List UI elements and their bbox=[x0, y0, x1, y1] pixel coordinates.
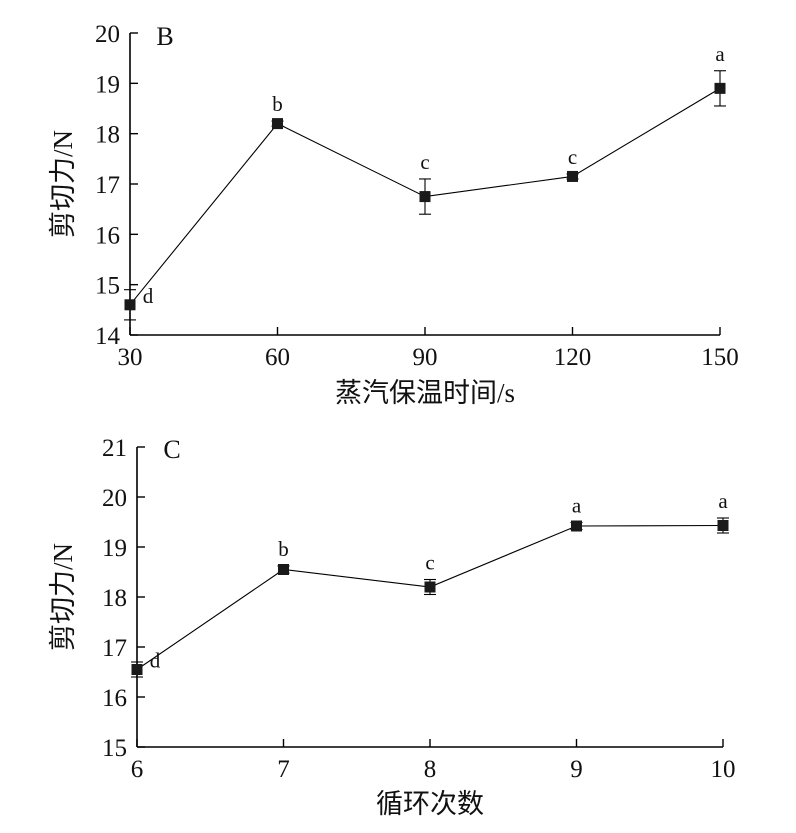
x-axis-title: 蒸汽保温时间/s bbox=[335, 378, 515, 408]
x-tick-label: 30 bbox=[118, 344, 143, 371]
y-tick-label: 18 bbox=[102, 585, 127, 612]
significance-label: c bbox=[425, 551, 434, 575]
data-point-marker bbox=[571, 520, 582, 532]
y-tick-label: 14 bbox=[95, 323, 121, 350]
y-tick-label: 17 bbox=[102, 635, 127, 662]
y-tick-label: 20 bbox=[95, 21, 120, 48]
significance-label: c bbox=[568, 145, 577, 169]
y-axis-title: 剪切力/N bbox=[48, 543, 78, 651]
x-tick-label: 90 bbox=[413, 344, 438, 371]
y-tick-label: 16 bbox=[95, 222, 120, 249]
y-tick-label: 15 bbox=[95, 273, 120, 300]
x-tick-label: 7 bbox=[277, 756, 290, 783]
y-tick-label: 20 bbox=[102, 485, 127, 512]
significance-label: d bbox=[150, 649, 161, 673]
y-tick-label: 15 bbox=[102, 735, 127, 762]
data-point-marker bbox=[714, 82, 726, 94]
significance-label: a bbox=[572, 494, 582, 518]
series-line bbox=[136, 524, 724, 670]
x-tick-label: 8 bbox=[424, 756, 437, 783]
data-point-marker bbox=[124, 299, 136, 311]
panel-label: C bbox=[163, 435, 180, 464]
panel-label: B bbox=[156, 22, 173, 51]
x-axis-title: 循环次数 bbox=[376, 789, 484, 819]
y-tick-label: 16 bbox=[102, 685, 127, 712]
data-point-marker bbox=[717, 520, 729, 531]
x-tick-label: 120 bbox=[554, 344, 592, 371]
significance-label: c bbox=[420, 150, 429, 174]
y-tick-label: 21 bbox=[102, 435, 127, 462]
y-tick-label: 17 bbox=[95, 172, 120, 199]
x-tick-label: 6 bbox=[131, 756, 144, 783]
x-tick-label: 10 bbox=[711, 756, 736, 783]
y-axis-title: 剪切力/N bbox=[48, 130, 78, 238]
data-point-marker bbox=[131, 664, 143, 675]
y-tick-label: 19 bbox=[95, 71, 120, 98]
y-tick-label: 19 bbox=[102, 535, 127, 562]
chart-panel-b: 14 15 16 17 18 19 20 30 60 90 120 150 B 蒸汽保温时间/s 剪切力/N… bbox=[48, 21, 739, 408]
data-point-marker bbox=[272, 118, 283, 130]
chart-panel-c: 15 16 17 18 19 20 21 6 7 8 9 10 C 循环次数 剪切力/N d b c a a bbox=[48, 435, 736, 819]
data-point-marker bbox=[278, 564, 289, 575]
y-tick-label: 18 bbox=[95, 122, 120, 149]
data-point-marker bbox=[419, 191, 431, 203]
significance-label: a bbox=[718, 489, 728, 513]
x-tick-label: 60 bbox=[265, 344, 290, 371]
significance-label: a bbox=[715, 42, 725, 66]
x-tick-label: 9 bbox=[570, 756, 583, 783]
data-point-marker bbox=[424, 581, 436, 593]
significance-label: b bbox=[272, 92, 283, 116]
data-point-marker bbox=[567, 170, 578, 182]
x-tick-label: 150 bbox=[701, 344, 739, 371]
significance-label: d bbox=[143, 284, 154, 308]
significance-label: b bbox=[278, 537, 289, 561]
